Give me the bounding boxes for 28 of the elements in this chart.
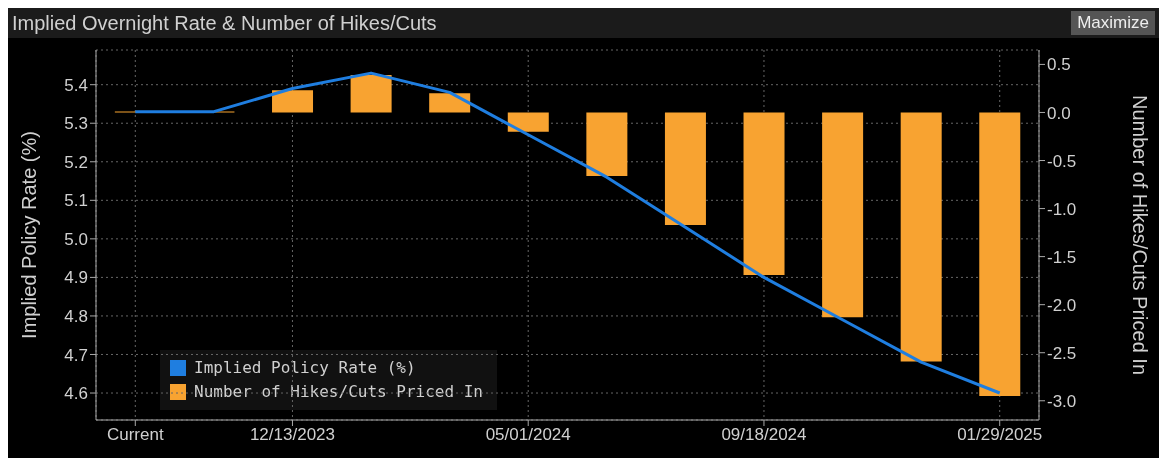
legend-label: Implied Policy Rate (%): [194, 357, 416, 379]
y-tick-label: 4.9: [64, 268, 88, 288]
x-tick-label: 09/18/2024: [721, 425, 807, 445]
x-tick-label: 01/29/2025: [957, 425, 1043, 445]
y2-axis-title: Number of Hikes/Cuts Priced In: [1128, 94, 1151, 376]
x-tick-label: 05/01/2024: [485, 425, 571, 445]
y-axis-title: Implied Policy Rate (%): [18, 131, 41, 339]
y2-tick-label: 0.0: [1047, 103, 1071, 123]
y-tick-label: 5.4: [64, 75, 88, 95]
y2-tick-label: -1.5: [1047, 247, 1077, 267]
x-tick-label: 12/13/2023: [249, 425, 336, 445]
y-tick-label: 4.7: [64, 345, 88, 365]
y2-tick-label: -0.5: [1047, 151, 1077, 171]
legend-label: Number of Hikes/Cuts Priced In: [194, 381, 483, 403]
x-tick-label: Current: [106, 425, 164, 445]
y-tick-label: 5.1: [64, 191, 88, 211]
chart-title: Implied Overnight Rate & Number of Hikes/Cuts: [12, 11, 437, 35]
text: Maximize: [1071, 11, 1155, 35]
y-tick-label: 5.3: [64, 114, 88, 134]
y2-tick-label: -2.0: [1047, 295, 1077, 315]
y-tick-label: 4.8: [64, 306, 88, 326]
y2-tick-label: -1.0: [1047, 199, 1077, 219]
y2-tick-label: 0.5: [1047, 55, 1071, 75]
y2-tick-label: -3.0: [1047, 391, 1077, 411]
y-tick-label: 4.6: [64, 384, 88, 404]
y-tick-label: 5.0: [64, 229, 88, 249]
y2-tick-label: -2.5: [1047, 343, 1077, 363]
y-tick-label: 5.2: [64, 152, 88, 172]
